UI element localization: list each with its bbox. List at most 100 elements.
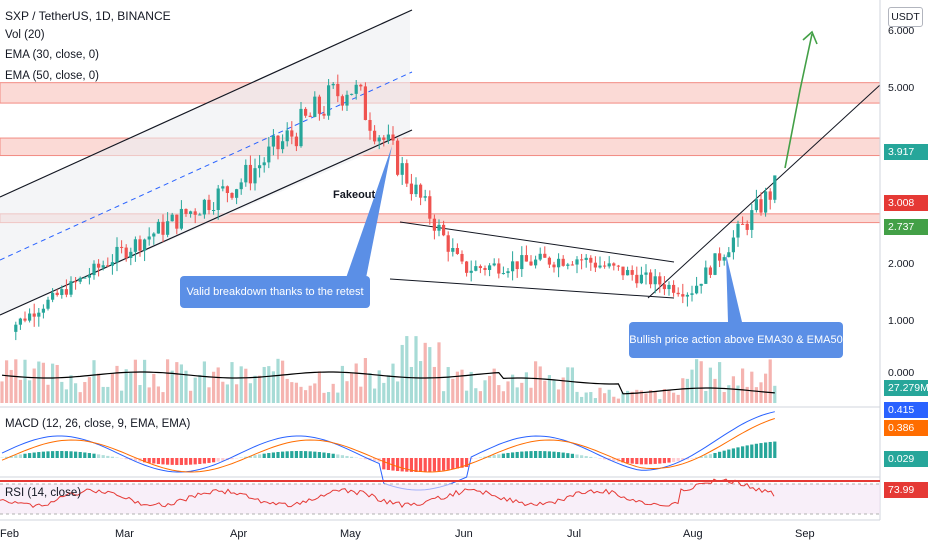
candle-body (290, 130, 294, 137)
volume-bar (350, 373, 354, 403)
candle-body (621, 266, 625, 276)
currency-button[interactable]: USDT (888, 7, 923, 27)
candle-body (644, 272, 648, 275)
indicator-label-volume[interactable]: Vol (20) (5, 29, 45, 41)
candle-body (423, 196, 427, 198)
volume-bar (64, 389, 68, 403)
macd-hist-bar (414, 458, 418, 472)
volume-bar (593, 398, 597, 403)
volume-bar (202, 361, 206, 403)
price-badge: 3.917 (884, 144, 928, 160)
volume-bar (60, 381, 64, 403)
macd-hist-bar (156, 458, 160, 464)
macd-hist-bar (51, 451, 55, 458)
macd-hist-bar (704, 455, 708, 458)
candle-body (501, 273, 505, 275)
indicator-label-ema50[interactable]: EMA (50, close, 0) (5, 70, 99, 82)
chart-title[interactable]: SXP / TetherUS, 1D, BINANCE (5, 9, 171, 23)
candle-body (492, 263, 496, 266)
candle-body (179, 208, 183, 229)
macd-hist-bar (727, 449, 731, 458)
macd-hist-bar (317, 452, 321, 458)
macd-hist-bar (175, 458, 179, 465)
indicator-label-macd[interactable]: MACD (12, 26, close, 9, EMA, EMA) (5, 418, 191, 430)
candle-body (216, 188, 220, 210)
candle-body (626, 270, 630, 276)
volume-bar (313, 383, 317, 403)
indicator-label-ema30[interactable]: EMA (30, close, 0) (5, 49, 99, 61)
volume-bar (690, 369, 694, 403)
volume-bar (359, 386, 363, 403)
volume-bar (616, 398, 620, 403)
macd-hist-bar (230, 458, 234, 460)
volume-bar (290, 382, 294, 403)
resistance-zone (0, 82, 881, 104)
candle-body (235, 189, 239, 198)
macd-hist-bar (9, 455, 13, 458)
candle-body (718, 253, 722, 261)
volume-bar (46, 384, 50, 403)
candle-body (405, 163, 409, 184)
volume-bar (736, 385, 740, 403)
macd-line-badge: 0.415 (884, 402, 928, 418)
volume-bar (575, 391, 579, 403)
volume-bar (170, 370, 174, 403)
volume-bar (327, 392, 331, 403)
indicator-label-rsi[interactable]: RSI (14, close) (5, 487, 82, 499)
macd-hist-bar (741, 446, 745, 458)
candle-body (603, 265, 607, 267)
macd-hist-bar (184, 458, 188, 465)
candle-body (704, 267, 708, 284)
candle-body (773, 175, 777, 200)
candle-body (584, 257, 588, 260)
candle-body (690, 293, 694, 295)
macd-hist-bar (5, 456, 9, 458)
volume-bar (386, 375, 390, 403)
macd-hist-bar (248, 455, 252, 458)
volume-bar (722, 391, 726, 403)
volume-bar (442, 391, 446, 403)
macd-hist-bar (667, 458, 671, 463)
candle-body (750, 210, 754, 230)
macd-hist-bar (644, 458, 648, 465)
candle-body (207, 199, 211, 211)
candle-body (488, 265, 492, 270)
macd-hist-bar (718, 451, 722, 458)
candle-body (446, 235, 450, 252)
candle-body (745, 223, 749, 230)
volume-bar (589, 392, 593, 403)
macd-hist-bar (147, 458, 151, 463)
volume-bar (23, 359, 27, 403)
candle-body (474, 266, 478, 271)
macd-hist-bar (83, 452, 87, 458)
volume-bar (230, 362, 234, 403)
macd-hist-bar (773, 441, 777, 458)
y-tick-label: 2.000 (888, 258, 915, 270)
candle-body (212, 209, 216, 211)
volume-bar (580, 396, 584, 403)
volume-bar (179, 364, 183, 403)
macd-hist-bar (543, 451, 547, 458)
y-tick-label: 0.000 (888, 367, 915, 379)
volume-bar (216, 367, 220, 403)
macd-hist-bar (133, 458, 137, 461)
volume-bar (704, 390, 708, 403)
volume-bar (520, 382, 524, 403)
volume-bar (607, 389, 611, 403)
volume-bar (405, 336, 409, 403)
macd-hist-bar (455, 458, 459, 469)
macd-hist-bar (212, 458, 216, 463)
macd-hist-badge: 0.029 (884, 451, 928, 467)
candle-body (51, 292, 55, 300)
candle-body (221, 186, 225, 189)
volume-bar (248, 383, 252, 403)
macd-hist-bar (74, 451, 78, 458)
macd-hist-bar (92, 453, 96, 458)
candle-body (373, 130, 377, 142)
volume-bar (368, 373, 372, 403)
volume-bar (221, 381, 225, 403)
macd-hist-bar (446, 458, 450, 470)
volume-bar (557, 389, 561, 403)
volume-bar (382, 382, 386, 403)
